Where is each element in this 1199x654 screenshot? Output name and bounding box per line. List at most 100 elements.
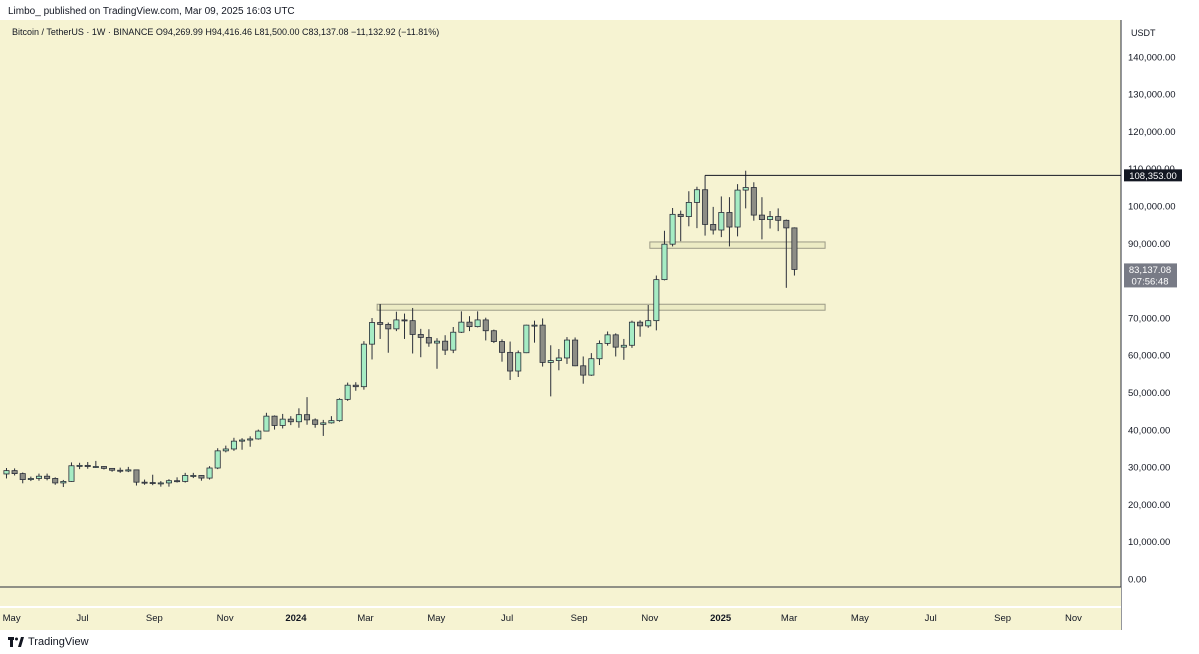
candle-body <box>645 320 652 327</box>
candle-body <box>206 467 213 479</box>
candle-body <box>377 322 384 325</box>
candle-body <box>409 320 416 335</box>
x-tick-label: Nov <box>217 613 234 624</box>
candle-body <box>620 344 627 348</box>
candle-body <box>19 473 26 480</box>
candle-body <box>165 480 172 484</box>
ath-price-label: 108,353.00 <box>1129 171 1177 182</box>
candle-body <box>425 337 432 344</box>
candle-body <box>247 438 254 441</box>
candles <box>3 170 798 488</box>
y-tick-label: 20,000.00 <box>1128 500 1170 511</box>
candle-body <box>555 357 562 361</box>
candle-body <box>539 324 546 363</box>
countdown-label: 07:56:48 <box>1132 276 1169 287</box>
candle-body <box>230 440 237 450</box>
symbol-info: Bitcoin / TetherUS · 1W · BINANCE O94,26… <box>12 27 439 37</box>
candle-body <box>76 464 83 467</box>
candle-body <box>149 482 156 484</box>
candle-body <box>263 415 270 432</box>
y-tick-label: 70,000.00 <box>1128 313 1170 324</box>
candle-body <box>100 466 107 469</box>
x-tick-label: 2024 <box>285 613 307 624</box>
candle-body <box>482 319 489 332</box>
candle-body <box>767 216 774 220</box>
footer: TradingView <box>0 630 1199 654</box>
tradingview-logo-icon <box>8 637 24 647</box>
zone-box <box>649 241 826 249</box>
candle-body <box>588 358 595 376</box>
candle-body <box>791 227 798 270</box>
candle-body <box>369 322 376 345</box>
candle-body <box>718 212 725 231</box>
candle-body <box>531 324 538 327</box>
candle-body <box>11 470 18 474</box>
candle-body <box>685 202 692 217</box>
x-tick-label: Sep <box>994 613 1011 624</box>
candle-body <box>498 341 505 353</box>
candlestick-chart[interactable]: 0.00 10,000.00 20,000.00 30,000.00 40,000.00… <box>0 20 1199 630</box>
candle-body <box>466 321 473 328</box>
y-tick-label: 100,000.00 <box>1128 202 1176 213</box>
tradingview-logo-text: TradingView <box>28 636 89 648</box>
candle-body <box>214 450 221 469</box>
x-tick-label: Jul <box>501 613 513 624</box>
candle-body <box>360 343 367 388</box>
candle-body <box>661 243 668 281</box>
y-tick-label: 30,000.00 <box>1128 463 1170 474</box>
candle-body <box>474 319 481 328</box>
candle-body <box>3 470 10 475</box>
candle-body <box>677 213 684 217</box>
zones <box>376 241 826 311</box>
candle-body <box>490 330 497 342</box>
candle-body <box>117 469 124 472</box>
y-tick-label: 140,000.00 <box>1128 52 1176 63</box>
candle-body <box>352 384 359 388</box>
x-tick-label: May <box>427 613 445 624</box>
candle-body <box>710 224 717 231</box>
chart-area[interactable]: 0.00 10,000.00 20,000.00 30,000.00 40,000.00… <box>0 20 1199 630</box>
y-tick-label: 130,000.00 <box>1128 90 1176 101</box>
y-tick-label: 60,000.00 <box>1128 351 1170 362</box>
candle-body <box>182 475 189 482</box>
candle-body <box>742 187 749 191</box>
candle-body <box>304 414 311 421</box>
currency-label: USDT <box>1131 28 1156 38</box>
y-tick-label: 120,000.00 <box>1128 127 1176 138</box>
candle-body <box>775 216 782 221</box>
candle-body <box>222 448 229 452</box>
candle-body <box>547 360 554 363</box>
candle-body <box>734 189 741 228</box>
candle-body <box>653 279 660 322</box>
candle-body <box>669 213 676 245</box>
candle-body <box>507 351 514 372</box>
time-axis-background <box>0 587 1121 630</box>
tradingview-logo[interactable]: TradingView <box>8 636 89 648</box>
x-tick-label: Jul <box>76 613 88 624</box>
candle-body <box>27 478 34 480</box>
y-tick-label: 50,000.00 <box>1128 388 1170 399</box>
x-tick-label: Nov <box>641 613 658 624</box>
candle-body <box>442 340 449 351</box>
zone-box <box>376 303 826 311</box>
y-axis: 0.00 10,000.00 20,000.00 30,000.00 40,000.00… <box>1128 52 1176 585</box>
candle-body <box>279 418 286 426</box>
x-tick-label: May <box>851 613 869 624</box>
candle-body <box>190 475 197 477</box>
x-tick-label: Nov <box>1065 613 1082 624</box>
candle-body <box>758 214 765 220</box>
last-price-label: 83,137.08 <box>1129 265 1171 276</box>
candle-body <box>328 420 335 424</box>
candle-body <box>287 418 294 423</box>
x-tick-label: 2025 <box>710 613 732 624</box>
candle-body <box>271 415 278 426</box>
candle-body <box>125 469 132 472</box>
y-tick-label: 10,000.00 <box>1128 537 1170 548</box>
candle-body <box>239 439 246 442</box>
candle-body <box>628 321 635 346</box>
candle-body <box>393 319 400 330</box>
y-tick-label: 0.00 <box>1128 575 1147 586</box>
candle-body <box>612 334 619 348</box>
candle-body <box>174 480 181 483</box>
